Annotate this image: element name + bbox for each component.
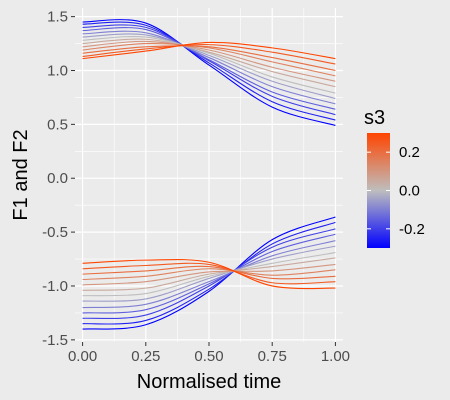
series-line-f2	[82, 221, 336, 325]
series-line-f2	[82, 268, 336, 281]
y-tick-label: 1.0	[47, 62, 68, 79]
series-line-f1	[82, 24, 336, 116]
series-line-f1	[82, 30, 336, 105]
x-tick-label: 1.00	[321, 348, 350, 365]
series-line-f1	[82, 45, 336, 72]
series-line-f1	[82, 44, 336, 65]
series-line-f1	[82, 38, 336, 88]
series-line-f2	[82, 216, 336, 330]
legend-tick-label: 0.2	[399, 144, 420, 161]
legend-tick-label: -0.2	[399, 221, 425, 238]
series-line-f2	[82, 258, 336, 290]
legend-tick-label: 0.0	[399, 183, 420, 200]
y-tick-label: 1.5	[47, 9, 68, 26]
series-line-f1	[82, 41, 336, 60]
series-line-f1	[82, 19, 336, 126]
x-tick-label: 0.75	[258, 348, 287, 365]
y-axis-title: F1 and F2	[10, 129, 32, 220]
series-line-f2	[82, 263, 336, 286]
series-line-f1	[82, 21, 336, 121]
series-line-f1	[82, 40, 336, 82]
legend-ticks: 0.2 0.0 -0.2	[367, 144, 425, 238]
grid-major	[75, 8, 343, 342]
y-tick-label: 0.5	[47, 116, 68, 133]
series-line-f2	[82, 262, 336, 285]
legend-title: s3	[364, 107, 385, 129]
series-line-f2	[82, 245, 336, 302]
y-axis-ticks: -1.5 -1.0 -0.5 0.0 0.5 1.0 1.5	[42, 9, 75, 349]
y-tick-label: -1.5	[42, 332, 68, 349]
series-line-f1	[82, 27, 336, 110]
x-tick-label: 0.00	[68, 348, 97, 365]
y-tick-label: -0.5	[42, 224, 68, 241]
series-line-f2	[82, 240, 336, 309]
series-line-f2	[82, 257, 336, 291]
series-line-f1	[82, 33, 336, 100]
series-line-f1	[82, 36, 336, 94]
x-tick-label: 0.25	[131, 348, 160, 365]
y-tick-label: 0.0	[47, 170, 68, 187]
legend: s3 0.2 0.0 -0.2	[364, 107, 425, 248]
legend-colorbar	[367, 133, 390, 248]
x-tick-label: 0.50	[194, 348, 223, 365]
series-line-f2	[82, 265, 336, 280]
series-lines	[82, 19, 336, 330]
series-line-f1	[82, 42, 336, 77]
series-line-f2	[82, 233, 336, 314]
x-axis-title: Normalised time	[137, 371, 281, 393]
series-line-f2	[82, 228, 336, 320]
y-tick-label: -1.0	[42, 278, 68, 295]
x-axis-ticks: 0.00 0.25 0.50 0.75 1.00	[68, 342, 350, 365]
series-line-f2	[82, 252, 336, 297]
